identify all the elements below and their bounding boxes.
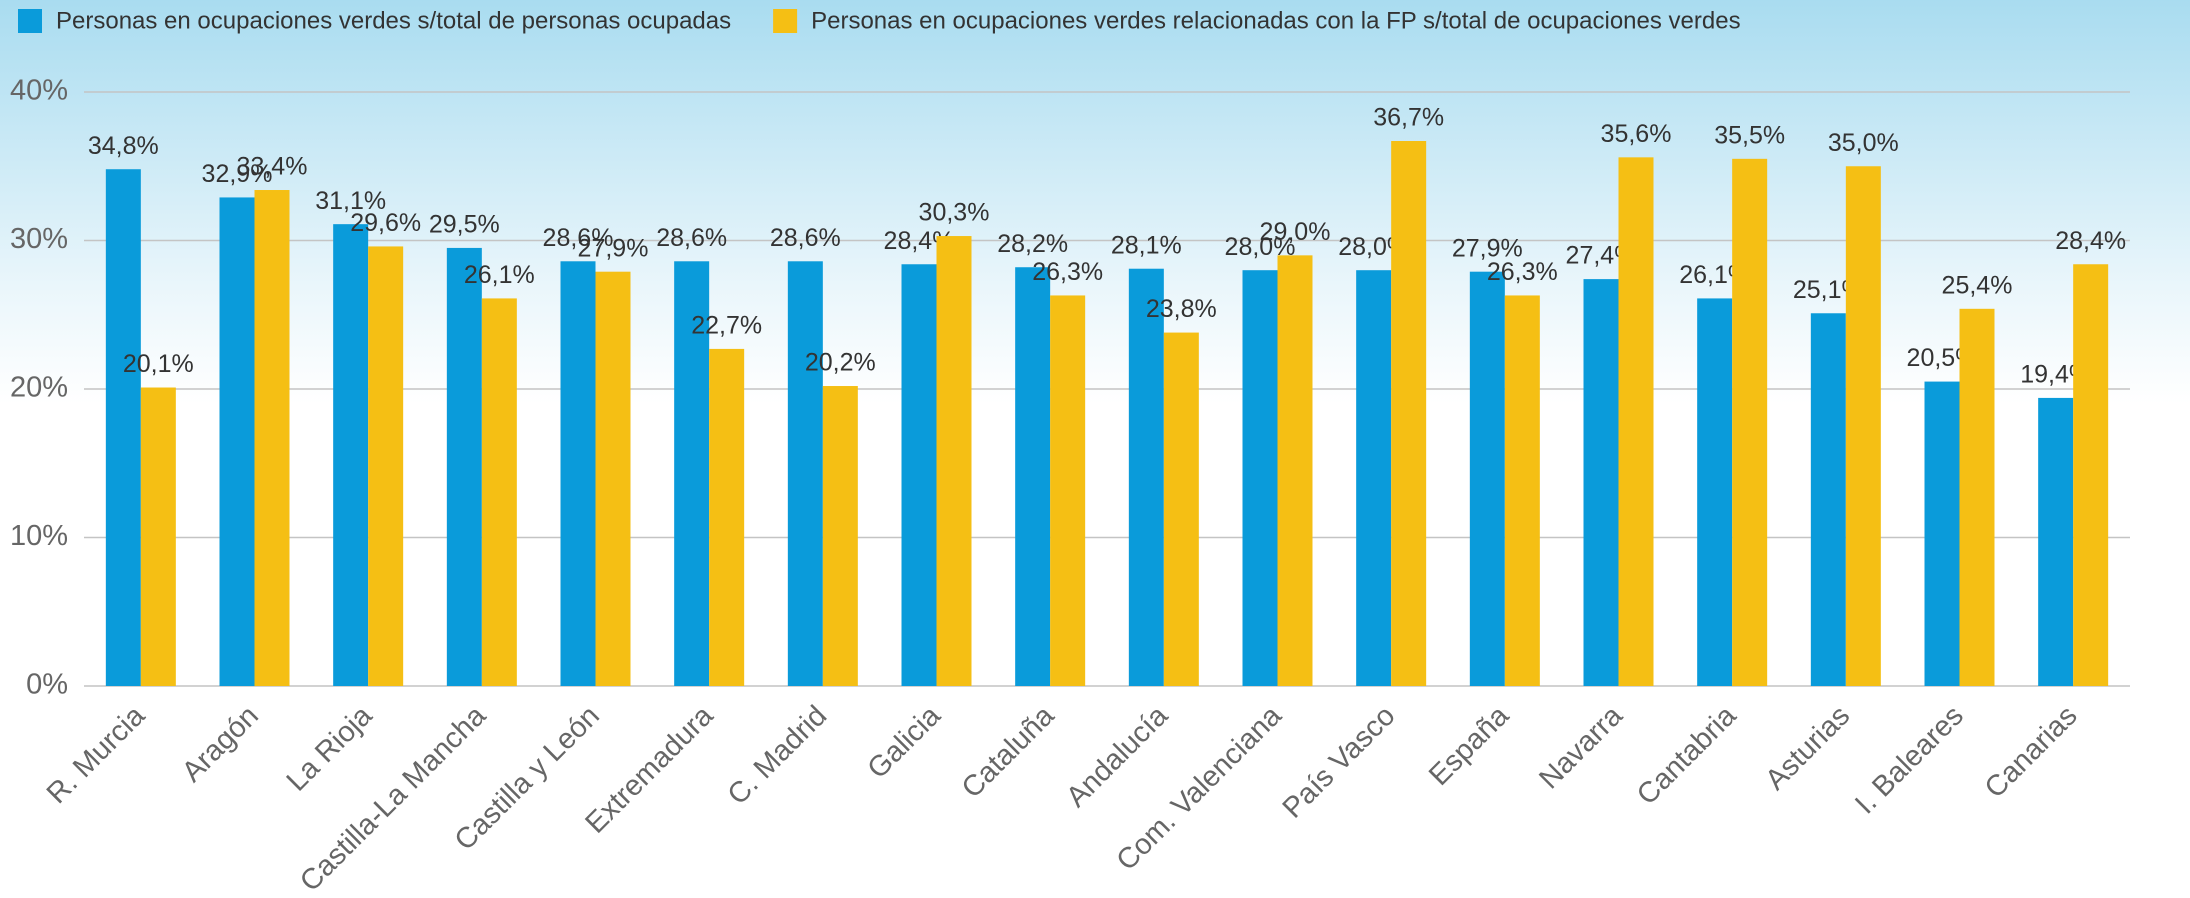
value-label: 23,8% [1146,295,1217,323]
bar [1618,157,1654,687]
bar [709,348,745,686]
legend-swatch [18,9,42,33]
value-label: 26,3% [1487,258,1558,286]
bar [1356,270,1392,686]
bar [1504,295,1540,686]
legend-label: Personas en ocupaciones verdes relaciona… [811,7,1740,34]
value-label: 22,7% [691,312,762,340]
value-label: 34,8% [88,132,159,160]
bar [1050,295,1086,686]
bar [140,387,176,686]
value-label: 26,3% [1032,258,1103,286]
bar [1583,279,1619,686]
bar [822,386,858,686]
value-label: 28,6% [656,224,727,252]
bar [595,271,631,686]
value-label: 35,0% [1828,129,1899,157]
value-label: 32,9% [202,160,273,188]
bar [254,190,290,686]
y-tick-label: 40% [10,75,68,107]
bar [105,169,141,687]
y-tick-label: 20% [10,372,68,404]
bar [219,197,255,686]
bar [1242,270,1278,686]
bar [674,261,710,686]
value-label: 25,4% [1942,271,2013,299]
bar [1391,141,1427,686]
value-label: 28,1% [1111,231,1182,259]
value-label: 27,9% [1452,234,1523,262]
y-tick-label: 10% [10,520,68,552]
bar [2038,397,2074,686]
legend-swatch [773,9,798,33]
value-label: 28,4% [2055,227,2126,255]
value-label: 27,9% [578,234,649,262]
bar [368,246,404,686]
value-label: 28,2% [997,230,1068,258]
bar [1924,381,1960,686]
value-label: 35,6% [1601,120,1672,148]
value-label: 33,4% [237,153,308,181]
y-tick-label: 30% [10,223,68,255]
value-label: 28,6% [543,224,614,252]
value-label: 31,1% [315,187,386,215]
value-label: 35,5% [1714,121,1785,149]
bar [2073,264,2109,686]
y-tick-label: 0% [26,669,68,701]
bar [1128,268,1164,686]
value-label: 36,7% [1373,104,1444,132]
bar [1697,298,1733,686]
bar [333,224,369,687]
bar [1469,271,1505,686]
bar [446,247,482,687]
bar [1015,267,1051,686]
value-label: 20,2% [805,349,876,377]
bar [1163,332,1199,686]
value-label: 29,5% [429,211,500,239]
bar [1845,166,1881,686]
bar [481,298,517,686]
value-label: 26,1% [464,261,535,289]
value-label: 20,1% [123,350,194,378]
bar [787,261,823,686]
bar [1810,313,1846,686]
bar [936,236,972,687]
bar [560,261,596,686]
value-label: 29,0% [1260,218,1331,246]
value-label: 30,3% [919,199,990,227]
bar [901,264,937,686]
bar [1277,255,1313,686]
value-label: 28,6% [770,224,841,252]
bar [1959,308,1995,686]
value-label: 29,6% [350,209,421,237]
bar [1732,158,1768,686]
legend-label: Personas en ocupaciones verdes s/total d… [56,7,731,34]
